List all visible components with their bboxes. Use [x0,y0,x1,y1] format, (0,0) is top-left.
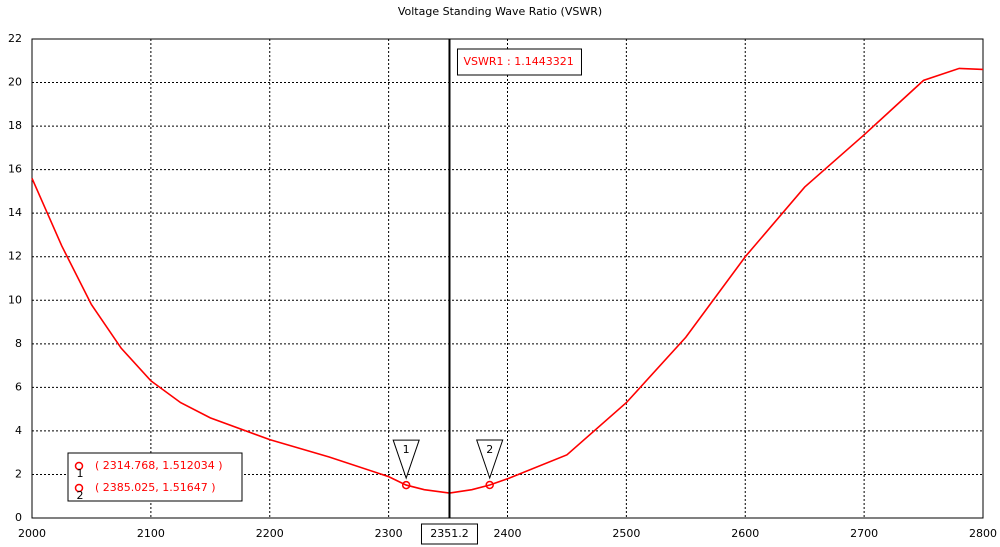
y-tick-label: 10 [8,293,22,306]
cursor-x-label: 2351.2 [430,527,469,540]
y-tick-label: 6 [15,380,22,393]
chart-title: Voltage Standing Wave Ratio (VSWR) [398,5,602,18]
y-tick-label: 4 [15,424,22,437]
marker-flag-label: 1 [403,443,410,456]
legend-label: ( 2314.768, 1.512034 ) [95,459,223,472]
x-tick-label: 2800 [969,527,997,540]
x-tick-label: 2100 [137,527,165,540]
y-tick-label: 0 [15,511,22,524]
x-tick-label: 2600 [731,527,759,540]
marker-point [401,480,411,490]
cursor-value-box [456,48,582,76]
marker-flag-label: 2 [486,443,493,456]
y-tick-label: 20 [8,76,22,89]
y-tick-label: 8 [15,337,22,350]
plot-frame [31,38,984,519]
y-tick-label: 22 [8,32,22,45]
cursor-x-box [420,523,478,545]
legend-icon [74,461,84,471]
marker-point [485,480,494,490]
y-tick-label: 18 [8,119,22,132]
x-tick-label: 2700 [850,527,878,540]
marker-legend [67,452,243,502]
y-tick-label: 14 [8,206,22,219]
x-tick-label: 2200 [256,527,284,540]
x-tick-label: 2300 [375,527,403,540]
x-tick-label: 2400 [494,527,522,540]
y-tick-label: 12 [8,250,22,263]
marker-flag [392,439,420,480]
marker-flag [475,439,504,480]
legend-label: ( 2385.025, 1.51647 ) [95,481,216,494]
legend-name: 2 [77,489,84,502]
cursor-value-label: VSWR1 : 1.1443321 [463,55,573,68]
x-tick-label: 2500 [612,527,640,540]
y-tick-label: 2 [15,467,22,480]
x-tick-label: 2000 [18,527,46,540]
legend-icon [74,483,84,493]
y-tick-label: 16 [8,163,22,176]
legend-name: 1 [77,467,84,480]
